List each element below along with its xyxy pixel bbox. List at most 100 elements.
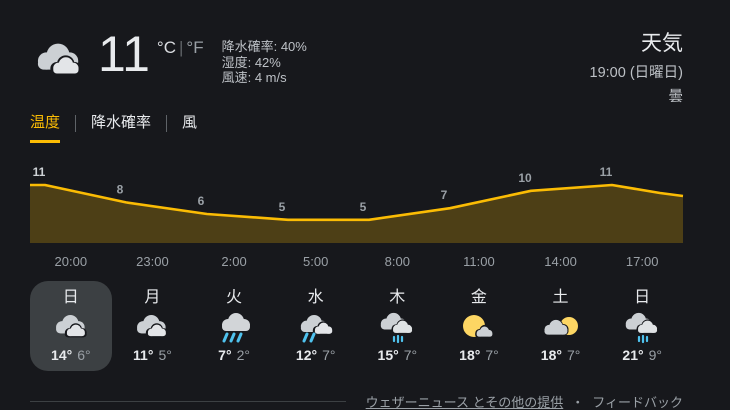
forecast-day-3[interactable]: 水 12° 7° — [275, 281, 357, 371]
high-temp: 7° — [218, 347, 232, 363]
rain-icon — [222, 313, 251, 343]
forecast-datetime: 19:00 (日曜日) — [589, 65, 683, 81]
day-icon-holder — [51, 311, 91, 345]
rain2-icon — [300, 314, 334, 343]
tab-wind[interactable]: 風 — [182, 114, 198, 131]
day-icon-holder — [459, 311, 499, 345]
day-label: 日 — [634, 289, 651, 306]
condition-text: 曇 — [668, 89, 684, 105]
temperature-chart: 11 8 6 5 5 7 10 11 — [30, 165, 684, 243]
attribution-link[interactable]: ウェザーニュース とその他の提供 — [365, 395, 564, 410]
current-details: 降水確率: 40% 湿度: 42% 風速: 4 m/s — [222, 39, 307, 86]
day-temps: 21° 9° — [622, 347, 662, 363]
chart-point-label: 10 — [518, 171, 532, 185]
cloudy-icon — [137, 315, 169, 338]
high-temp: 14° — [51, 347, 73, 363]
forecast-day-4[interactable]: 木 15° 7° — [357, 281, 439, 371]
day-temps: 15° 7° — [378, 347, 418, 363]
footer-divider — [30, 401, 346, 402]
tab-precipitation[interactable]: 降水確率 — [91, 114, 152, 131]
current-detail-2: 風速: 4 m/s — [221, 70, 287, 85]
day-icon-holder — [132, 311, 172, 345]
day-temps: 7° 2° — [218, 347, 250, 363]
time-label-5: 11:00 — [463, 254, 495, 269]
low-temp: 7° — [403, 347, 418, 363]
low-temp: 2° — [236, 347, 250, 363]
time-label-7: 17:00 — [625, 254, 659, 269]
time-label-1: 23:00 — [136, 254, 169, 269]
sun-cloud-icon — [462, 315, 496, 338]
temperature-chart-block: 11 8 6 5 5 7 10 11 — [0, 155, 730, 250]
forecast-day-5[interactable]: 金 18° 7° — [438, 281, 520, 371]
forecast-day-0[interactable]: 日 14° 6° — [30, 281, 112, 371]
tab-separator — [75, 115, 77, 132]
low-temp: 5° — [158, 347, 172, 363]
tabs: 温度 降水確率 風 — [30, 113, 197, 143]
high-temp: 12° — [295, 347, 318, 363]
chart-point-label: 6 — [198, 194, 205, 208]
forecast-day-7[interactable]: 日 21° 9° — [601, 281, 683, 371]
current-detail-1: 湿度: 42% — [221, 54, 281, 70]
day-icon-holder — [296, 311, 336, 345]
chart-point-label: 11 — [600, 165, 613, 179]
day-label: 木 — [389, 289, 406, 306]
day-icon-holder — [541, 311, 581, 345]
time-label-2: 2:00 — [221, 254, 247, 269]
day-label: 月 — [144, 289, 161, 306]
chart-point-label: 5 — [360, 200, 367, 214]
unit-divider: | — [178, 38, 184, 57]
day-label: 金 — [470, 289, 487, 306]
current-cloudy-icon — [30, 38, 88, 91]
fahrenheit-toggle[interactable]: °F — [186, 38, 204, 57]
time-axis: 20:00 23:00 2:00 5:00 8:00 11:00 14:00 17:00 — [30, 254, 683, 269]
day-icon-holder — [214, 311, 254, 345]
day-temps: 12° 7° — [296, 347, 336, 363]
day-temps: 11° 5° — [133, 347, 172, 363]
footer-separator: ・ — [571, 395, 585, 410]
current-temperature: 11 — [98, 26, 150, 82]
chart-point-label: 11 — [33, 165, 46, 179]
forecast-day-6[interactable]: 土 18° 7° — [520, 281, 602, 371]
showers-icon — [625, 312, 660, 344]
day-temps: 18° 7° — [541, 347, 581, 363]
feedback-link[interactable]: フィードバック — [592, 395, 683, 410]
low-temp: 7° — [566, 347, 581, 363]
high-temp: 18° — [540, 347, 562, 363]
low-temp: 7° — [322, 347, 336, 363]
cloud-sun-icon — [542, 317, 578, 335]
forecast-day-2[interactable]: 火 7° 2° — [193, 281, 275, 371]
forecast-day-1[interactable]: 月 11° 5° — [112, 281, 194, 371]
tab-separator — [166, 115, 168, 132]
cloudy-icon — [37, 43, 82, 76]
showers-icon — [381, 312, 415, 344]
header-right: 天気 19:00 (日曜日) 曇 — [590, 32, 683, 106]
chart-point-label: 8 — [117, 182, 124, 196]
chart-point-label: 5 — [279, 200, 286, 214]
widget-title: 天気 — [641, 32, 683, 55]
time-label-6: 14:00 — [544, 254, 577, 269]
low-temp: 7° — [485, 347, 499, 363]
daily-forecast: 日 14° 6° 月 11° 5° 火 7° 2° 水 12° 7° 木 15° 7° 金 18° 7° 土 18° 7… — [30, 281, 683, 371]
chart-point-label: 7 — [441, 188, 448, 202]
celsius-toggle[interactable]: °C — [156, 38, 176, 57]
day-label: 日 — [62, 289, 79, 306]
high-temp: 18° — [459, 347, 481, 363]
time-label-4: 8:00 — [384, 254, 410, 269]
time-label-3: 5:00 — [303, 254, 329, 269]
day-label: 水 — [307, 289, 324, 306]
day-label: 土 — [552, 289, 569, 306]
time-label-0: 20:00 — [54, 254, 88, 269]
current-detail-0: 降水確率: 40% — [221, 39, 307, 54]
low-temp: 6° — [77, 347, 91, 363]
day-icon-holder — [377, 311, 417, 345]
current-conditions: 11 °C | °F 降水確率: 40% 湿度: 42% 風速: 4 m/s 天気 19… — [30, 26, 730, 106]
low-temp: 9° — [648, 347, 662, 363]
day-temps: 18° 7° — [459, 347, 499, 363]
day-temps: 14° 6° — [51, 347, 91, 363]
tab-temperature[interactable]: 温度 — [30, 113, 61, 143]
high-temp: 15° — [377, 347, 399, 363]
day-icon-holder — [622, 311, 662, 345]
cloudy-icon — [55, 315, 87, 338]
unit-toggle: °C | °F — [157, 38, 204, 58]
